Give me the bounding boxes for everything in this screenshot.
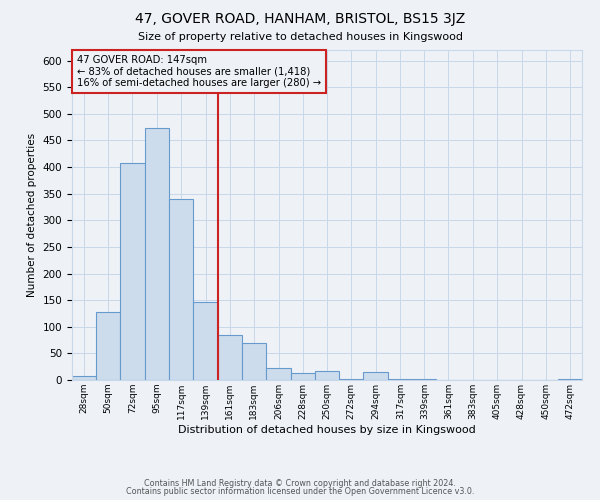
Bar — [291, 373, 315, 380]
Bar — [72, 376, 96, 380]
Bar — [120, 164, 145, 380]
Bar — [193, 302, 218, 380]
Bar — [363, 372, 388, 380]
Text: Contains HM Land Registry data © Crown copyright and database right 2024.: Contains HM Land Registry data © Crown c… — [144, 478, 456, 488]
Text: 47, GOVER ROAD, HANHAM, BRISTOL, BS15 3JZ: 47, GOVER ROAD, HANHAM, BRISTOL, BS15 3J… — [135, 12, 465, 26]
Y-axis label: Number of detached properties: Number of detached properties — [27, 133, 37, 297]
Text: 47 GOVER ROAD: 147sqm
← 83% of detached houses are smaller (1,418)
16% of semi-d: 47 GOVER ROAD: 147sqm ← 83% of detached … — [77, 55, 321, 88]
Bar — [145, 128, 169, 380]
X-axis label: Distribution of detached houses by size in Kingswood: Distribution of detached houses by size … — [178, 424, 476, 434]
Bar — [558, 379, 582, 380]
Bar — [169, 198, 193, 380]
Bar — [315, 371, 339, 380]
Text: Contains public sector information licensed under the Open Government Licence v3: Contains public sector information licen… — [126, 487, 474, 496]
Bar — [266, 368, 291, 380]
Bar — [242, 342, 266, 380]
Text: Size of property relative to detached houses in Kingswood: Size of property relative to detached ho… — [137, 32, 463, 42]
Bar — [218, 335, 242, 380]
Bar — [96, 312, 120, 380]
